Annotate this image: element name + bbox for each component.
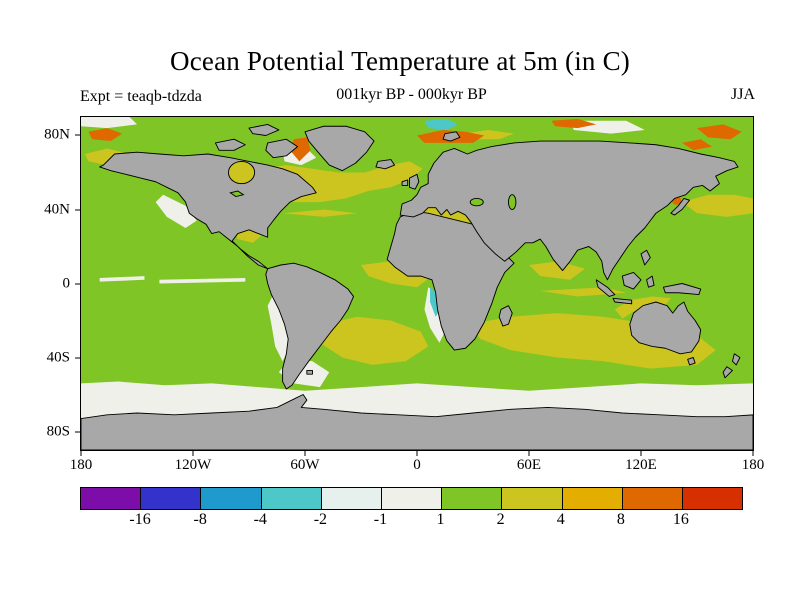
colorbar-segment bbox=[561, 488, 622, 509]
anomaly-west-pacific bbox=[682, 194, 753, 217]
colorbar-tick-label: 1 bbox=[436, 511, 445, 528]
eurasia bbox=[399, 140, 739, 281]
falkland-islands bbox=[306, 369, 313, 375]
colorbar-segment bbox=[621, 488, 682, 509]
colorbar-labels: -16 -8 -4 -2 -1 1 2 4 8 16 bbox=[80, 511, 741, 533]
caspian-sea bbox=[508, 194, 517, 210]
x-axis-tick bbox=[528, 450, 530, 456]
x-axis-tick bbox=[304, 450, 306, 456]
x-axis-tick-label: 120E bbox=[625, 457, 657, 473]
great-lakes bbox=[229, 190, 245, 198]
borneo bbox=[621, 271, 642, 290]
plot-title: Ocean Potential Temperature at 5m (in C) bbox=[170, 46, 630, 76]
new-guinea bbox=[662, 283, 702, 296]
tasmania bbox=[687, 357, 696, 366]
ellesmere-island bbox=[248, 123, 280, 136]
svalbard bbox=[442, 131, 461, 142]
colorbar-tick-label: -16 bbox=[129, 511, 151, 528]
philippines bbox=[640, 249, 651, 266]
anomaly-arabian-sea bbox=[529, 261, 585, 280]
y-axis-tick bbox=[75, 283, 81, 284]
x-axis-tick-label: 180 bbox=[741, 457, 765, 473]
anomaly-equatorial-pacific-2 bbox=[159, 277, 246, 284]
season-label: JJA bbox=[730, 86, 755, 103]
south-america bbox=[265, 262, 354, 390]
y-axis-tick-label: 0 bbox=[62, 275, 71, 291]
anomaly-chukchi bbox=[81, 117, 137, 129]
colorbar-tick-label: -4 bbox=[253, 511, 267, 528]
colorbar-segment bbox=[200, 488, 261, 509]
period-label: 001kyr BP - 000kyr BP bbox=[336, 86, 487, 103]
map-panel: 80N 40N 0 40S 80S 180 120W 60W 0 60E 120E 180 bbox=[44, 116, 764, 473]
colorbar bbox=[80, 487, 743, 510]
x-axis-tick-label: 60W bbox=[290, 457, 320, 473]
colorbar-segment bbox=[260, 488, 321, 509]
anomaly-california-upwelling bbox=[155, 194, 197, 228]
y-axis-tick bbox=[75, 134, 81, 136]
colorbar-tick-label: 4 bbox=[556, 511, 565, 528]
sulawesi bbox=[646, 275, 655, 288]
victoria-island bbox=[214, 138, 246, 151]
x-axis-tick bbox=[192, 450, 194, 456]
iceland bbox=[375, 159, 396, 170]
hudson-bay bbox=[228, 160, 256, 185]
y-axis-tick bbox=[75, 357, 81, 358]
colorbar-segment bbox=[81, 488, 141, 509]
y-axis-tick bbox=[75, 431, 81, 432]
new-zealand-south bbox=[722, 366, 733, 379]
anomaly-east-siberian bbox=[697, 124, 742, 140]
black-sea bbox=[469, 197, 484, 207]
java bbox=[612, 297, 633, 305]
colorbar-segment bbox=[681, 488, 743, 509]
x-axis-tick bbox=[416, 450, 418, 456]
colorbar-tick-label: -1 bbox=[373, 511, 388, 528]
madagascar bbox=[498, 305, 513, 327]
colorbar-tick-label: 2 bbox=[496, 511, 505, 528]
x-axis-tick-label: 180 bbox=[69, 457, 93, 473]
ireland bbox=[401, 179, 409, 186]
y-axis-tick-label: 80S bbox=[46, 423, 70, 439]
y-axis-tick-label: 80N bbox=[44, 126, 70, 143]
great-britain bbox=[409, 173, 420, 190]
anomaly-bering-strait bbox=[88, 128, 123, 142]
anomaly-subtropical-atlantic bbox=[282, 209, 358, 217]
colorbar-tick-label: 16 bbox=[672, 511, 689, 528]
antarctica bbox=[81, 394, 753, 450]
new-zealand-north bbox=[732, 353, 741, 366]
x-axis-tick bbox=[640, 450, 642, 456]
x-axis-tick-label: 60E bbox=[516, 457, 542, 473]
colorbar-segment bbox=[140, 488, 201, 509]
africa bbox=[386, 210, 515, 351]
colorbar-segment bbox=[320, 488, 381, 509]
anomaly-south-atlantic bbox=[319, 316, 429, 365]
world-map bbox=[81, 117, 753, 450]
anomaly-barents-cold bbox=[424, 118, 459, 130]
colorbar-segment bbox=[380, 488, 442, 509]
colorbar-segment bbox=[441, 488, 502, 509]
australia bbox=[629, 301, 702, 355]
experiment-label: Expt = teaqb-tdzda bbox=[80, 88, 202, 105]
anomaly-peru-chile-upwelling bbox=[267, 294, 291, 362]
colorbar-tick-label: -8 bbox=[193, 511, 207, 528]
y-axis-tick bbox=[75, 209, 81, 210]
y-axis-tick-label: 40N bbox=[44, 201, 70, 217]
baffin-island bbox=[265, 138, 298, 159]
colorbar-segment bbox=[501, 488, 562, 509]
colorbar-tick-label: 8 bbox=[616, 511, 625, 528]
sumatra bbox=[595, 279, 616, 297]
land-layer bbox=[81, 123, 753, 450]
x-axis-tick bbox=[80, 450, 82, 456]
y-axis-tick-label: 40S bbox=[46, 349, 70, 365]
colorbar-tick-label: -2 bbox=[313, 511, 328, 528]
japan bbox=[670, 197, 690, 216]
x-axis-tick bbox=[752, 450, 754, 456]
anomaly-kamchatka bbox=[682, 139, 712, 151]
greenland bbox=[304, 125, 375, 172]
inland-water-layer bbox=[228, 160, 517, 210]
north-america bbox=[99, 151, 317, 270]
anomaly-laptev bbox=[551, 118, 597, 129]
x-axis-tick-label: 120W bbox=[174, 457, 212, 473]
x-axis-tick-label: 0 bbox=[413, 457, 421, 473]
